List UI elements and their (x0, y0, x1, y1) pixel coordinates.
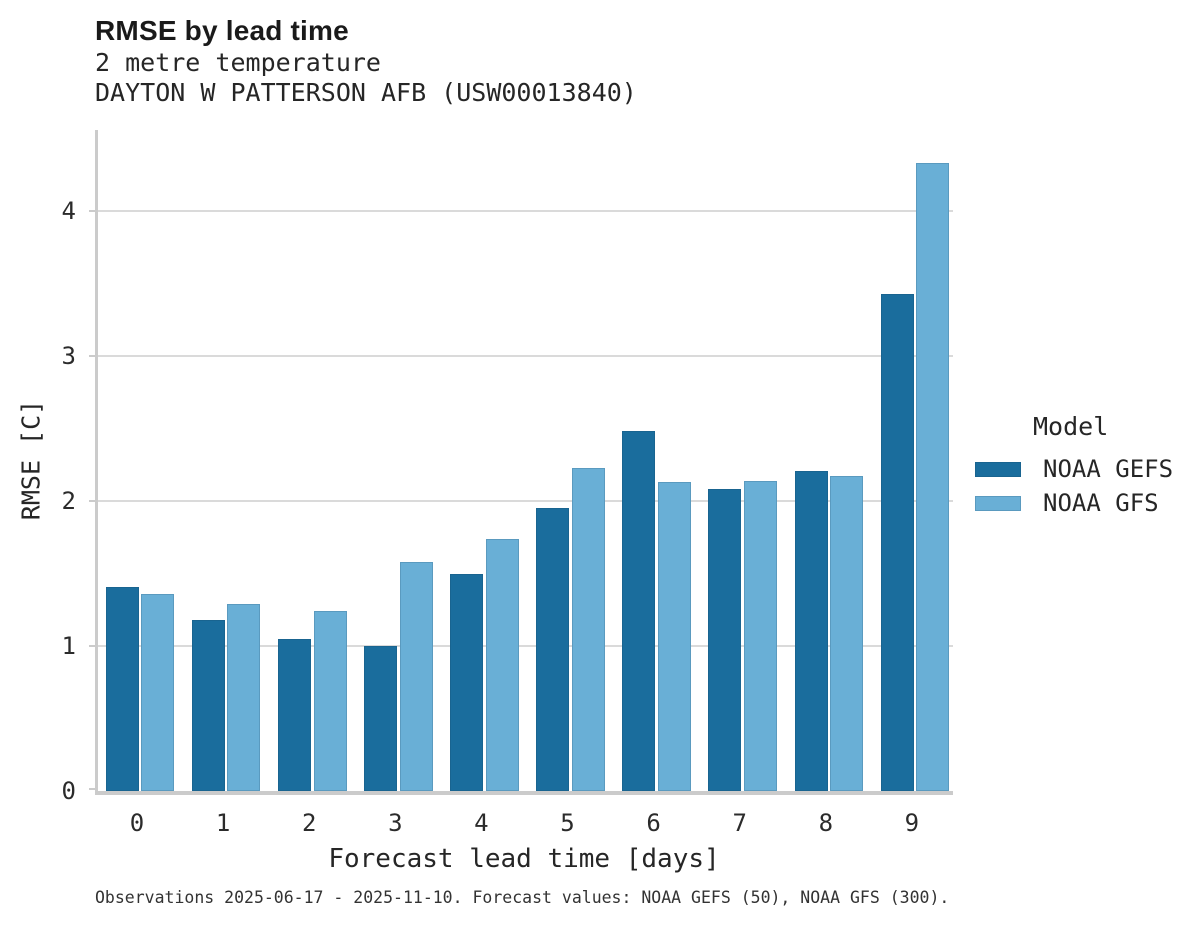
bar-noaa-gfs-lead-3 (399, 561, 433, 791)
bar-noaa-gfs-lead-1 (227, 603, 261, 791)
bar-noaa-gefs-lead-6 (622, 431, 656, 791)
x-tick-label-6: 6 (646, 809, 661, 837)
legend-swatch-noaa-gefs (975, 461, 1021, 477)
gridline-y-1 (98, 645, 953, 647)
bar-noaa-gefs-lead-0 (105, 586, 139, 791)
bar-noaa-gfs-lead-7 (744, 480, 777, 791)
legend-items: NOAA GEFS NOAA GFS (975, 452, 1190, 520)
y-tick-label-3: 3 (61, 342, 76, 370)
y-tickmark-2 (89, 500, 95, 502)
legend-row-noaa-gefs: NOAA GEFS (975, 452, 1190, 486)
y-tick-label-4: 4 (61, 197, 76, 225)
y-tickmark-4 (89, 210, 95, 212)
bar-noaa-gefs-lead-8 (794, 470, 828, 791)
legend-label-noaa-gefs: NOAA GEFS (1043, 455, 1174, 483)
x-tick-label-7: 7 (732, 809, 747, 837)
gridline-y-2 (98, 500, 953, 502)
x-tick-label-2: 2 (301, 809, 317, 837)
x-tick-label-3: 3 (388, 809, 403, 837)
y-tick-label-1: 1 (61, 632, 76, 660)
bar-noaa-gfs-lead-0 (141, 593, 175, 791)
x-tick-label-9: 9 (904, 809, 920, 837)
bar-noaa-gefs-lead-5 (536, 508, 570, 791)
legend-label-noaa-gfs: NOAA GFS (1043, 489, 1159, 517)
bar-noaa-gefs-lead-4 (450, 573, 484, 791)
chart-header: RMSE by lead time 2 metre temperature DA… (95, 14, 637, 108)
y-tickmark-1 (89, 645, 95, 647)
bar-noaa-gfs-lead-4 (485, 538, 519, 791)
x-axis-label: Forecast lead time [days] (328, 844, 720, 874)
legend: Model NOAA GEFS NOAA GFS (975, 408, 1190, 520)
bar-noaa-gfs-lead-6 (657, 482, 691, 791)
y-tickmark-3 (89, 355, 95, 357)
y-tickmark-0 (89, 788, 95, 790)
x-tick-label-4: 4 (474, 809, 489, 837)
x-tick-label-8: 8 (818, 809, 834, 837)
x-tick-label-1: 1 (215, 809, 231, 837)
bar-noaa-gefs-lead-2 (277, 638, 311, 791)
gridline-y-4 (98, 210, 953, 212)
bar-noaa-gfs-lead-2 (313, 611, 347, 791)
bar-noaa-gfs-lead-8 (830, 476, 864, 791)
y-tick-label-0: 0 (61, 777, 76, 805)
bar-noaa-gefs-lead-7 (708, 489, 742, 791)
gridline-y-3 (98, 355, 953, 357)
plot-area (89, 130, 953, 795)
bar-noaa-gefs-lead-1 (191, 619, 225, 791)
y-tick-label-2: 2 (61, 487, 76, 515)
bar-noaa-gefs-lead-9 (880, 293, 914, 791)
chart-subtitle-variable: 2 metre temperature (95, 48, 381, 77)
chart-subtitle-station: DAYTON W PATTERSON AFB (USW00013840) (95, 78, 637, 107)
chart-title: RMSE by lead time (95, 15, 349, 46)
legend-swatch-noaa-gfs (975, 495, 1021, 511)
bar-noaa-gfs-lead-9 (916, 163, 950, 791)
legend-row-noaa-gfs: NOAA GFS (975, 486, 1190, 520)
x-tick-label-5: 5 (560, 809, 575, 837)
x-tick-label-0: 0 (129, 809, 145, 837)
legend-title: Model (1033, 412, 1109, 441)
bar-noaa-gfs-lead-5 (571, 467, 605, 791)
footer-note: Observations 2025-06-17 - 2025-11-10. Fo… (95, 888, 950, 907)
bar-noaa-gefs-lead-3 (364, 646, 397, 791)
